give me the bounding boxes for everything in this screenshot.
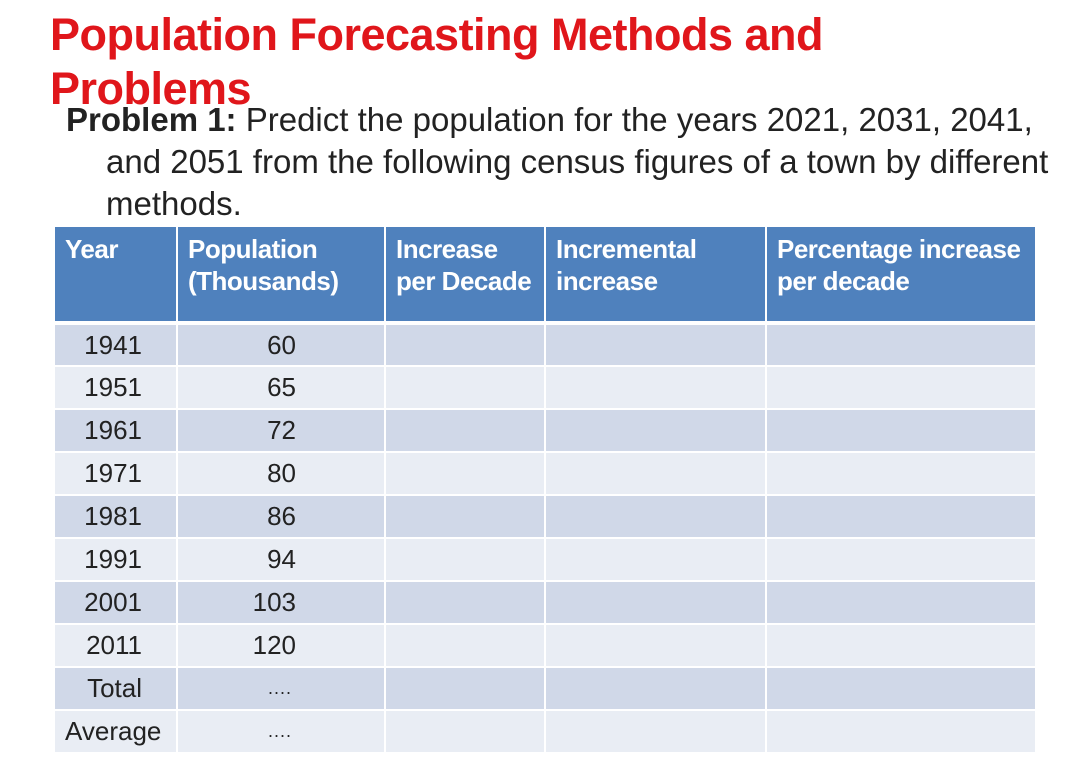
percentage-cell (766, 409, 1035, 453)
increase-cell (385, 495, 546, 539)
percentage-cell (766, 323, 1035, 367)
total-population: .... (177, 667, 386, 711)
year-cell: 2001 (55, 581, 178, 625)
table-row: 2011 120 (55, 624, 1035, 668)
incremental-cell (545, 323, 767, 367)
increase-cell (385, 667, 546, 711)
header-percentage-increase: Percentage increase per decade (766, 227, 1035, 325)
percentage-cell (766, 495, 1035, 539)
population-cell: 65 (177, 366, 386, 410)
header-increase-per-decade: Increase per Decade (385, 227, 546, 325)
year-cell: 1991 (55, 538, 178, 582)
year-cell: 1941 (55, 323, 178, 367)
percentage-cell (766, 667, 1035, 711)
year-cell: 2011 (55, 624, 178, 668)
population-cell: 120 (177, 624, 386, 668)
population-cell: 80 (177, 452, 386, 496)
increase-cell (385, 452, 546, 496)
problem-text: Predict the population for the years 202… (106, 101, 1049, 222)
table-row: 1961 72 (55, 409, 1035, 453)
percentage-cell (766, 624, 1035, 668)
incremental-cell (545, 710, 767, 754)
increase-cell (385, 366, 546, 410)
incremental-cell (545, 581, 767, 625)
header-incremental-increase: Incremental increase (545, 227, 767, 325)
year-cell: 1971 (55, 452, 178, 496)
table-header-row: Year Population (Thousands) Increase per… (55, 227, 1035, 325)
population-cell: 86 (177, 495, 386, 539)
incremental-cell (545, 667, 767, 711)
population-cell: 94 (177, 538, 386, 582)
average-population: .... (177, 710, 386, 754)
incremental-cell (545, 495, 767, 539)
incremental-cell (545, 452, 767, 496)
census-table: Year Population (Thousands) Increase per… (55, 227, 1035, 754)
percentage-cell (766, 538, 1035, 582)
incremental-cell (545, 409, 767, 453)
year-cell: 1951 (55, 366, 178, 410)
table-row: 1981 86 (55, 495, 1035, 539)
percentage-cell (766, 581, 1035, 625)
header-year: Year (55, 227, 178, 325)
year-cell: 1981 (55, 495, 178, 539)
table-row: 1941 60 (55, 323, 1035, 367)
incremental-cell (545, 624, 767, 668)
incremental-cell (545, 366, 767, 410)
table-row: 1991 94 (55, 538, 1035, 582)
incremental-cell (545, 538, 767, 582)
percentage-cell (766, 366, 1035, 410)
population-cell: 60 (177, 323, 386, 367)
increase-cell (385, 538, 546, 582)
slide-title: Population Forecasting Methods and Probl… (50, 9, 824, 114)
increase-cell (385, 581, 546, 625)
problem-label: Problem 1: (66, 101, 237, 138)
total-label: Total (55, 667, 178, 711)
increase-cell (385, 710, 546, 754)
year-cell: 1961 (55, 409, 178, 453)
table-row: 2001 103 (55, 581, 1035, 625)
increase-cell (385, 409, 546, 453)
percentage-cell (766, 710, 1035, 754)
average-label: Average (55, 710, 178, 754)
population-cell: 72 (177, 409, 386, 453)
table-row: 1971 80 (55, 452, 1035, 496)
percentage-cell (766, 452, 1035, 496)
problem-statement: Problem 1: Predict the population for th… (66, 99, 1079, 225)
table-row: 1951 65 (55, 366, 1035, 410)
population-cell: 103 (177, 581, 386, 625)
average-row: Average .... (55, 710, 1035, 754)
increase-cell (385, 323, 546, 367)
header-population: Population (Thousands) (177, 227, 386, 325)
total-row: Total .... (55, 667, 1035, 711)
increase-cell (385, 624, 546, 668)
